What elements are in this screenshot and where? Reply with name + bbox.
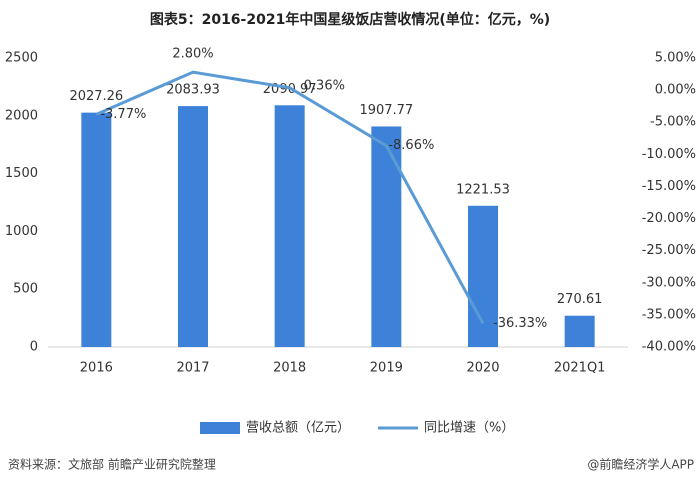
bar-value-label: 270.61 — [557, 292, 603, 307]
x-tick-label: 2021Q1 — [554, 361, 606, 376]
y-tick-label: 1000 — [5, 224, 38, 239]
bar — [178, 106, 208, 348]
y2-tick-label: -10.00% — [642, 147, 696, 162]
line-value-label: -36.33% — [493, 316, 547, 331]
legend-swatch — [200, 422, 240, 434]
y2-tick-label: -40.00% — [642, 340, 696, 355]
source: 资料来源：文旅部 前瞻产业研究院整理 — [8, 457, 216, 472]
y-tick-label: 500 — [13, 282, 38, 297]
y2-tick-label: 0.00% — [655, 83, 696, 98]
chart-title: 图表5：2016-2021年中国星级饭店营收情况(单位：亿元，%) — [150, 11, 550, 28]
y-tick-label: 0 — [30, 340, 38, 355]
line-value-label: -8.66% — [388, 138, 434, 153]
y-tick-label: 1500 — [5, 166, 38, 181]
y2-tick-label: 5.00% — [655, 51, 696, 66]
y-tick-label: 2000 — [5, 108, 38, 123]
y2-tick-label: -25.00% — [642, 243, 696, 258]
bar-value-label: 2027.26 — [69, 89, 123, 104]
bar — [274, 105, 305, 347]
credit: @前瞻经济学人APP — [587, 457, 694, 472]
x-tick-label: 2019 — [370, 361, 403, 376]
line-value-label: 0.36% — [304, 78, 345, 93]
bar — [468, 205, 498, 347]
line — [95, 70, 485, 325]
bar — [371, 126, 402, 347]
bar — [564, 315, 595, 347]
y2-tick-label: -35.00% — [642, 307, 696, 322]
line-value-label: -3.77% — [100, 107, 146, 122]
y2-tick-label: -20.00% — [642, 211, 696, 226]
x-tick-label: 2016 — [80, 361, 113, 376]
x-tick-label: 2020 — [466, 361, 499, 376]
bar-value-label: 2083.93 — [166, 83, 220, 98]
y2-tick-label: -5.00% — [650, 115, 696, 130]
y2-tick-label: -15.00% — [642, 179, 696, 194]
legend-label: 营收总额（亿元） — [246, 421, 350, 436]
x-tick-label: 2017 — [176, 361, 209, 376]
legend-label: 同比增速（%） — [424, 421, 514, 436]
line-value-label: 2.80% — [172, 47, 213, 62]
y2-tick-label: -30.00% — [642, 275, 696, 290]
bar — [81, 112, 112, 347]
bar-value-label: 1221.53 — [456, 182, 510, 197]
bar-value-label: 1907.77 — [359, 103, 413, 118]
x-tick-label: 2018 — [273, 361, 306, 376]
y-tick-label: 2500 — [5, 51, 38, 66]
